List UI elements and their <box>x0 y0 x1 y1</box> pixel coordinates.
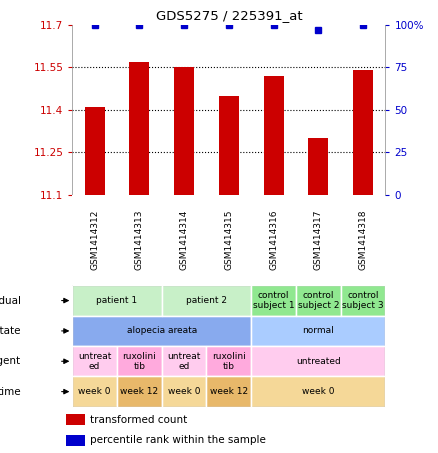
Bar <box>251 316 385 346</box>
Text: untreated: untreated <box>296 357 341 366</box>
Bar <box>72 316 251 346</box>
Text: GSM1414318: GSM1414318 <box>359 210 367 270</box>
Text: time: time <box>0 386 21 397</box>
Bar <box>264 76 284 195</box>
Text: ruxolini
tib: ruxolini tib <box>123 352 156 371</box>
Bar <box>117 346 162 376</box>
Text: patient 1: patient 1 <box>96 296 138 305</box>
Text: untreat
ed: untreat ed <box>78 352 111 371</box>
Bar <box>206 346 251 376</box>
Bar <box>308 138 328 195</box>
Text: GSM1414317: GSM1414317 <box>314 210 323 270</box>
Bar <box>251 346 385 376</box>
Text: transformed count: transformed count <box>90 415 187 425</box>
Bar <box>296 285 341 316</box>
Bar <box>219 96 239 195</box>
Bar <box>353 70 373 195</box>
Bar <box>206 376 251 407</box>
Bar <box>129 62 149 195</box>
Bar <box>174 67 194 195</box>
Bar <box>72 285 162 316</box>
Text: week 12: week 12 <box>210 387 248 396</box>
Bar <box>66 434 85 446</box>
Text: GSM1414313: GSM1414313 <box>135 210 144 270</box>
Text: ruxolini
tib: ruxolini tib <box>212 352 246 371</box>
Text: GSM1414315: GSM1414315 <box>224 210 233 270</box>
Title: GDS5275 / 225391_at: GDS5275 / 225391_at <box>155 10 302 22</box>
Bar <box>66 414 85 425</box>
Bar <box>251 376 385 407</box>
Bar <box>162 376 206 407</box>
Text: normal: normal <box>303 327 334 335</box>
Bar <box>72 346 117 376</box>
Text: control
subject 1: control subject 1 <box>253 291 294 310</box>
Bar <box>251 285 296 316</box>
Text: control
subject 3: control subject 3 <box>342 291 384 310</box>
Text: GSM1414314: GSM1414314 <box>180 210 189 270</box>
Bar <box>162 346 206 376</box>
Text: agent: agent <box>0 356 21 366</box>
Text: disease state: disease state <box>0 326 21 336</box>
Bar <box>72 376 117 407</box>
Text: patient 2: patient 2 <box>186 296 227 305</box>
Text: percentile rank within the sample: percentile rank within the sample <box>90 435 265 445</box>
Text: week 0: week 0 <box>302 387 335 396</box>
Text: GSM1414316: GSM1414316 <box>269 210 278 270</box>
Text: alopecia areata: alopecia areata <box>127 327 197 335</box>
Bar <box>162 285 251 316</box>
Text: control
subject 2: control subject 2 <box>297 291 339 310</box>
Text: week 12: week 12 <box>120 387 159 396</box>
Text: individual: individual <box>0 295 21 306</box>
Bar <box>341 285 385 316</box>
Text: GSM1414312: GSM1414312 <box>90 210 99 270</box>
Bar <box>85 107 105 195</box>
Text: week 0: week 0 <box>168 387 200 396</box>
Bar <box>117 376 162 407</box>
Text: week 0: week 0 <box>78 387 111 396</box>
Text: untreat
ed: untreat ed <box>167 352 201 371</box>
